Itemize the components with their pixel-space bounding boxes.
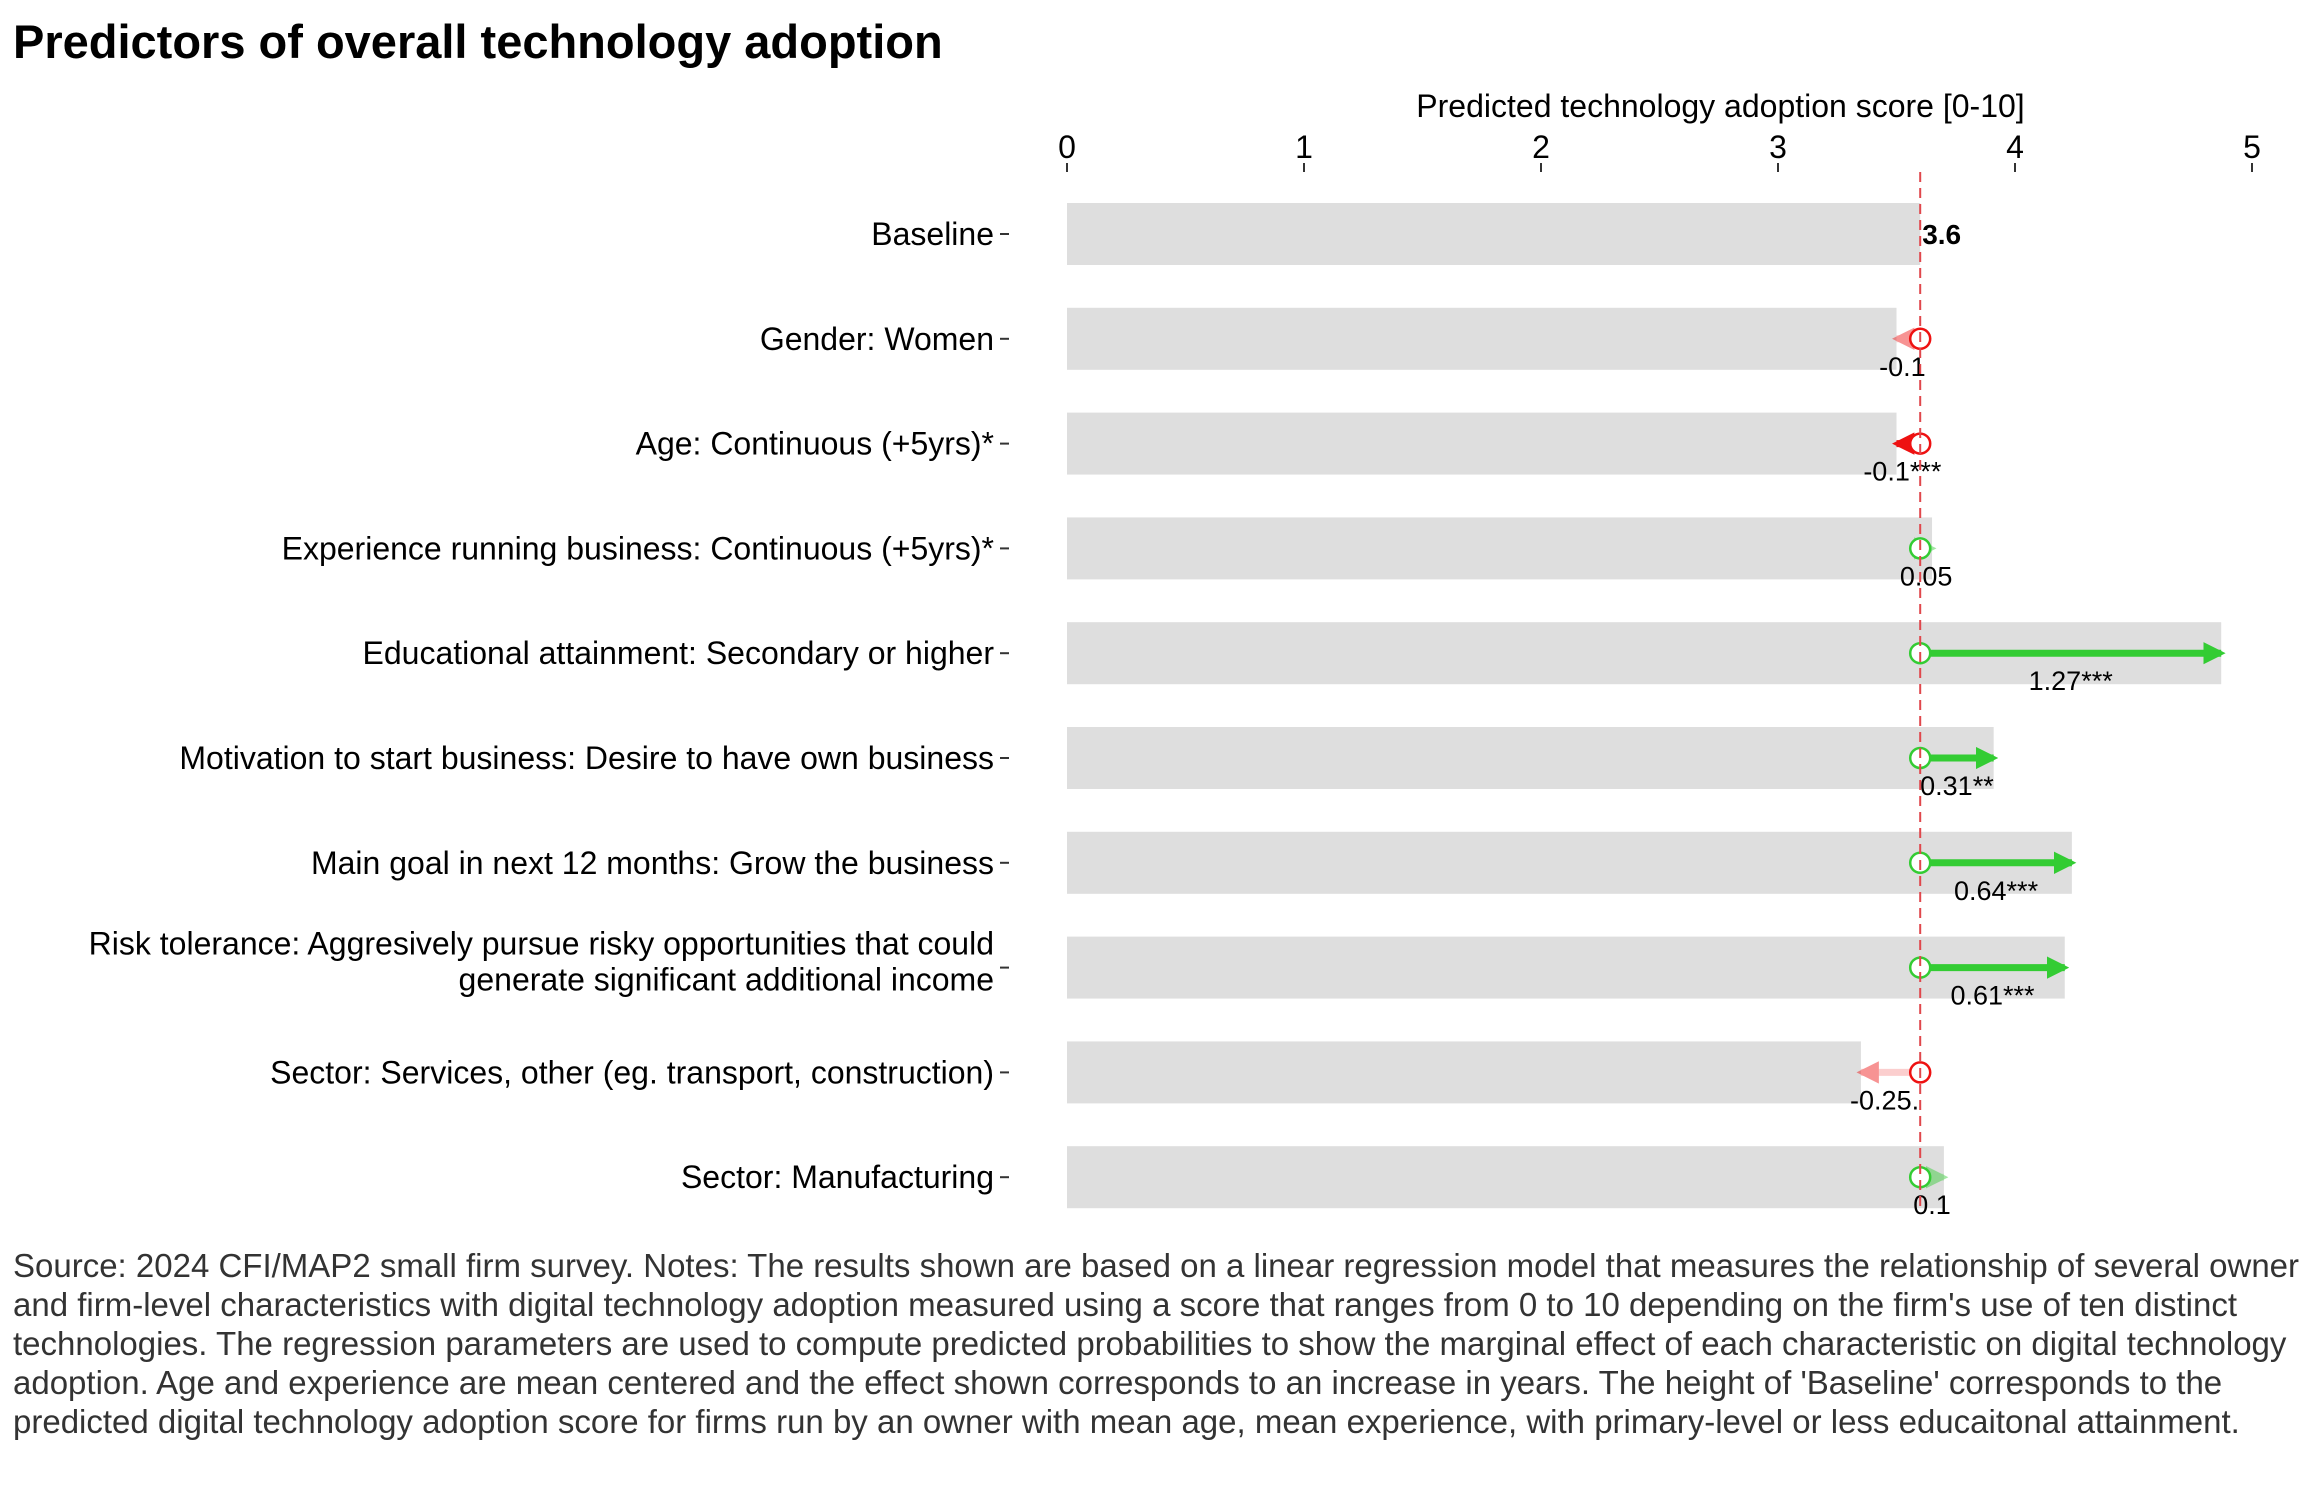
x-tick-label: 2 bbox=[1532, 129, 1550, 165]
baseline-value-label: 3.6 bbox=[1922, 219, 1961, 250]
bar bbox=[1067, 203, 1921, 265]
effect-value-label: 0.05 bbox=[1900, 561, 1953, 591]
x-tick-label: 0 bbox=[1058, 129, 1076, 165]
bar bbox=[1067, 307, 1897, 370]
row-label: Experience running business: Continuous … bbox=[282, 530, 994, 566]
x-tick-label: 3 bbox=[1769, 129, 1787, 165]
effect-value-label: -0.1*** bbox=[1863, 457, 1942, 487]
bar bbox=[1067, 1146, 1944, 1209]
row-label: Baseline bbox=[871, 216, 994, 252]
row-label: generate significant additional income bbox=[459, 962, 994, 998]
bar bbox=[1067, 1041, 1861, 1104]
row-label: Sector: Manufacturing bbox=[681, 1159, 994, 1195]
row-label: Motivation to start business: Desire to … bbox=[179, 740, 994, 776]
row-label: Age: Continuous (+5yrs)* bbox=[636, 426, 994, 462]
bar bbox=[1067, 831, 2072, 894]
effect-value-label: 0.1 bbox=[1913, 1190, 1951, 1220]
effect-value-label: 0.64*** bbox=[1954, 876, 2039, 906]
bar bbox=[1067, 727, 1994, 789]
row-label: Sector: Services, other (eg. transport, … bbox=[270, 1054, 994, 1090]
effect-value-label: 0.31** bbox=[1920, 771, 1994, 801]
chart-title: Predictors of overall technology adoptio… bbox=[13, 15, 943, 68]
source-note: Source: 2024 CFI/MAP2 small firm survey.… bbox=[13, 1247, 2300, 1440]
x-axis-title: Predicted technology adoption score [0-1… bbox=[1416, 88, 2024, 124]
row-label: Educational attainment: Secondary or hig… bbox=[363, 635, 995, 671]
bar bbox=[1067, 936, 2065, 999]
row-label: Risk tolerance: Aggresively pursue risky… bbox=[89, 926, 994, 962]
effect-value-label: -0.1 bbox=[1879, 352, 1926, 382]
row-label: Gender: Women bbox=[760, 321, 994, 357]
x-tick-label: 5 bbox=[2243, 129, 2261, 165]
row-label: Main goal in next 12 months: Grow the bu… bbox=[311, 845, 994, 881]
effect-value-label: -0.25. bbox=[1850, 1085, 1919, 1115]
effect-value-label: 0.61*** bbox=[1950, 981, 2035, 1011]
x-tick-label: 4 bbox=[2006, 129, 2024, 165]
effect-value-label: 1.27*** bbox=[2029, 666, 2114, 696]
bar bbox=[1067, 412, 1897, 475]
x-tick-label: 1 bbox=[1295, 129, 1313, 165]
bar bbox=[1067, 517, 1933, 580]
